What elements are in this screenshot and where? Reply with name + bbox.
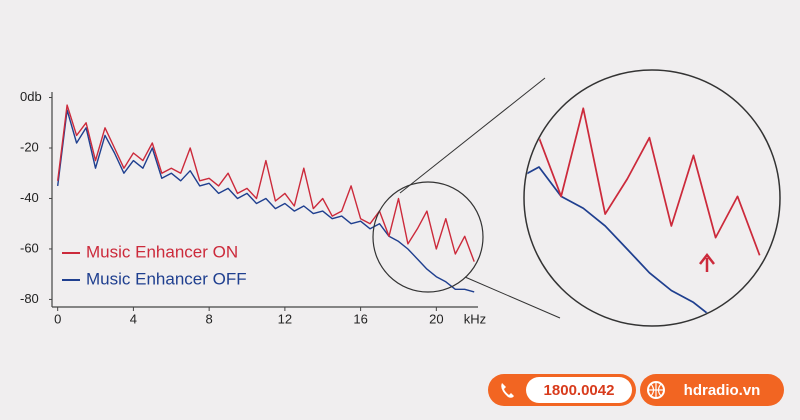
- x-tick-label: 12: [278, 311, 292, 326]
- zoom-view: [525, 71, 761, 325]
- x-tick-label: 4: [130, 311, 137, 326]
- plot-area: 0db -20 -40 -60 -80 0 4 8 12 16 20 Music Enhancer O…: [20, 89, 475, 326]
- zoom-connector: [399, 77, 546, 194]
- globe-lines: [648, 382, 664, 398]
- x-axis-label: kHz: [464, 311, 486, 326]
- zoom-series-line: [525, 71, 760, 325]
- highlight-arrow: [699, 252, 715, 272]
- y-tick-label: 0db: [20, 89, 42, 104]
- phone-pill-inner: [526, 377, 632, 403]
- zoom-lines: [525, 71, 761, 325]
- phone-number: 1800.0042: [544, 382, 615, 399]
- website-pill: [640, 374, 784, 406]
- x-tick-label: 0: [54, 311, 61, 326]
- x-tick-label: 16: [353, 311, 367, 326]
- website: hdradio.vn: [684, 382, 761, 399]
- y-tick-label: -20: [20, 139, 39, 154]
- x-tick-label: 20: [429, 311, 443, 326]
- y-tick-label: -40: [20, 190, 39, 205]
- phone-badge[interactable]: 1800.0042: [488, 374, 636, 406]
- x-tick-label: 8: [206, 311, 213, 326]
- series-line: [57, 109, 475, 293]
- zoom-source-circle: [372, 181, 484, 293]
- y-tick-label: -80: [20, 291, 39, 306]
- y-tick-label: -60: [20, 240, 39, 255]
- zoom-series-line: [525, 71, 761, 256]
- legend-label: Music Enhancer OFF: [86, 269, 247, 288]
- zoom-connector: [464, 276, 561, 319]
- phone-icon: [501, 383, 514, 398]
- website-badge[interactable]: hdradio.vn: [640, 374, 784, 406]
- legend-label: Music Enhancer ON: [86, 242, 238, 261]
- series-line: [57, 104, 475, 262]
